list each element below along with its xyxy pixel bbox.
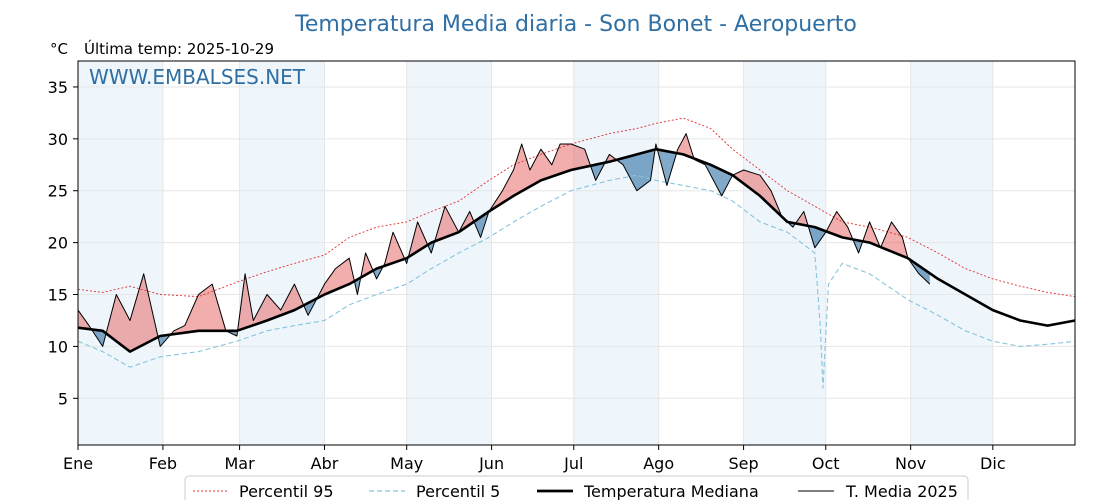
x-axis: Ene Feb Mar Abr May Jun Jul Ago Sep Oct Nov Dic (63, 445, 1006, 473)
watermark: WWW.EMBALSES.NET (89, 65, 306, 89)
legend-p5-label: Percentil 5 (416, 482, 500, 500)
fill-above-4 (171, 284, 226, 335)
last-temp-label: Última temp: 2025-10-29 (84, 39, 274, 58)
series-line-p95 (77, 117, 1076, 298)
y-tick-label-15: 15 (48, 286, 68, 305)
series-lines (77, 117, 1076, 389)
y-tick-label-20: 20 (48, 234, 68, 253)
fill-below-34 (909, 259, 930, 285)
x-tick-label-jul: Jul (563, 454, 583, 473)
legend-median-label: Temperatura Mediana (583, 482, 759, 500)
fill-below-7 (304, 298, 317, 316)
plot-frame (77, 60, 1076, 446)
y-tick-label-30: 30 (48, 130, 68, 149)
x-tick-label-mar: Mar (225, 454, 256, 473)
month-band-mar (239, 61, 325, 445)
fill-above-12 (383, 232, 404, 267)
month-band-sep (743, 61, 826, 445)
x-tick-label-jun: Jun (478, 454, 504, 473)
month-band-may (406, 61, 492, 445)
fill-above-8 (317, 258, 354, 299)
x-tick-label-oct: Oct (812, 454, 840, 473)
fill-above-2 (106, 273, 158, 352)
month-band-jul (573, 61, 659, 445)
y-tick-label-35: 35 (48, 78, 68, 97)
x-tick-label-may: May (390, 454, 423, 473)
fill-below-3 (158, 334, 170, 347)
x-tick-label-feb: Feb (149, 454, 177, 473)
y-tick-label-25: 25 (48, 182, 68, 201)
x-tick-label-sep: Sep (729, 454, 759, 473)
fill-below-21 (617, 149, 655, 191)
fill-above-16 (435, 206, 474, 242)
x-tick-label-dic: Dic (980, 454, 1006, 473)
y-tick-label-5: 5 (58, 389, 68, 408)
fill-below-9 (354, 277, 361, 295)
legend-box (184, 475, 969, 500)
x-tick-label-abr: Abr (311, 454, 339, 473)
fill-above-26 (732, 170, 788, 222)
month-band-ene (78, 61, 163, 445)
series-line-mean-2025 (77, 133, 931, 347)
month-band-nov (910, 61, 993, 445)
fill-above-6 (238, 273, 303, 331)
y-tick-label-10: 10 (48, 337, 68, 356)
fill-below-23 (658, 149, 677, 186)
legend-p95-label: Percentil 95 (239, 482, 334, 500)
y-axis: 5 10 15 20 25 30 35 (48, 78, 78, 408)
month-bands (78, 61, 993, 445)
series-line-p5 (77, 174, 1076, 389)
fill-above-24 (677, 133, 693, 158)
fill-above-32 (862, 221, 880, 247)
chart-title: Temperatura Media diaria - Son Bonet - A… (294, 12, 857, 37)
grid-lines (77, 61, 1075, 445)
x-tick-label-nov: Nov (895, 454, 926, 473)
legend-mean2025-label: T. Media 2025 (845, 482, 958, 500)
fill-below-1 (91, 329, 106, 347)
fill-below-25 (694, 158, 732, 196)
x-tick-label-ago: Ago (643, 454, 674, 473)
unit-label: °C (50, 40, 68, 58)
legend: Percentil 95 Percentil 5 Temperatura Med… (184, 475, 969, 500)
x-tick-label-ene: Ene (63, 454, 93, 473)
